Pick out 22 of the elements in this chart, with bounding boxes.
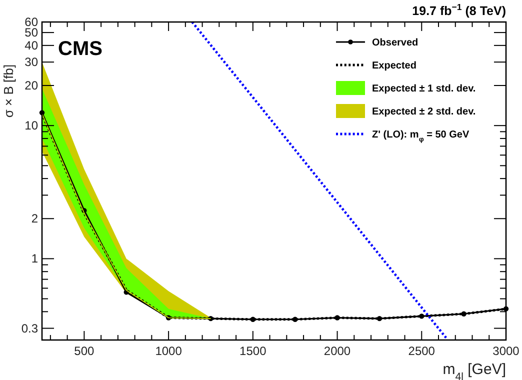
legend-label: Expected — [372, 60, 416, 72]
x-tick-label: 1000 — [155, 344, 182, 358]
y-tick-label: 30 — [24, 55, 38, 70]
legend-label: Expected ± 1 std. dev. — [372, 84, 476, 94]
chart-title: 19.7 fb$^{−1}$ (8 TeV) — [412, 2, 506, 18]
y-tick-label: 0.3 — [21, 321, 38, 336]
y-tick-label: 1 — [31, 252, 38, 266]
x-tick-label: 3000 — [492, 344, 520, 358]
y-tick-label: 20 — [24, 78, 38, 93]
x-tick-label: 2500 — [408, 344, 436, 358]
y-axis-title: σ × B [fb] — [1, 64, 16, 118]
x-axis-title: m$_{4l}$ [GeV] — [442, 361, 506, 380]
legend-label: Expected ± 2 std. dev. — [372, 106, 476, 118]
annotation: CMS — [58, 38, 102, 60]
legend-label: Z' (LO): m$_{φ}$ = 50 GeV — [372, 130, 470, 143]
x-tick-label: 500 — [74, 344, 95, 358]
x-tick-label: 2000 — [324, 344, 351, 358]
y-tick-label: 40 — [24, 38, 38, 52]
y-tick-label: 10 — [24, 118, 38, 133]
legend-label: Observed — [372, 38, 418, 48]
y-tick-label: 2 — [31, 212, 38, 226]
x-tick-label: 1500 — [240, 344, 267, 358]
